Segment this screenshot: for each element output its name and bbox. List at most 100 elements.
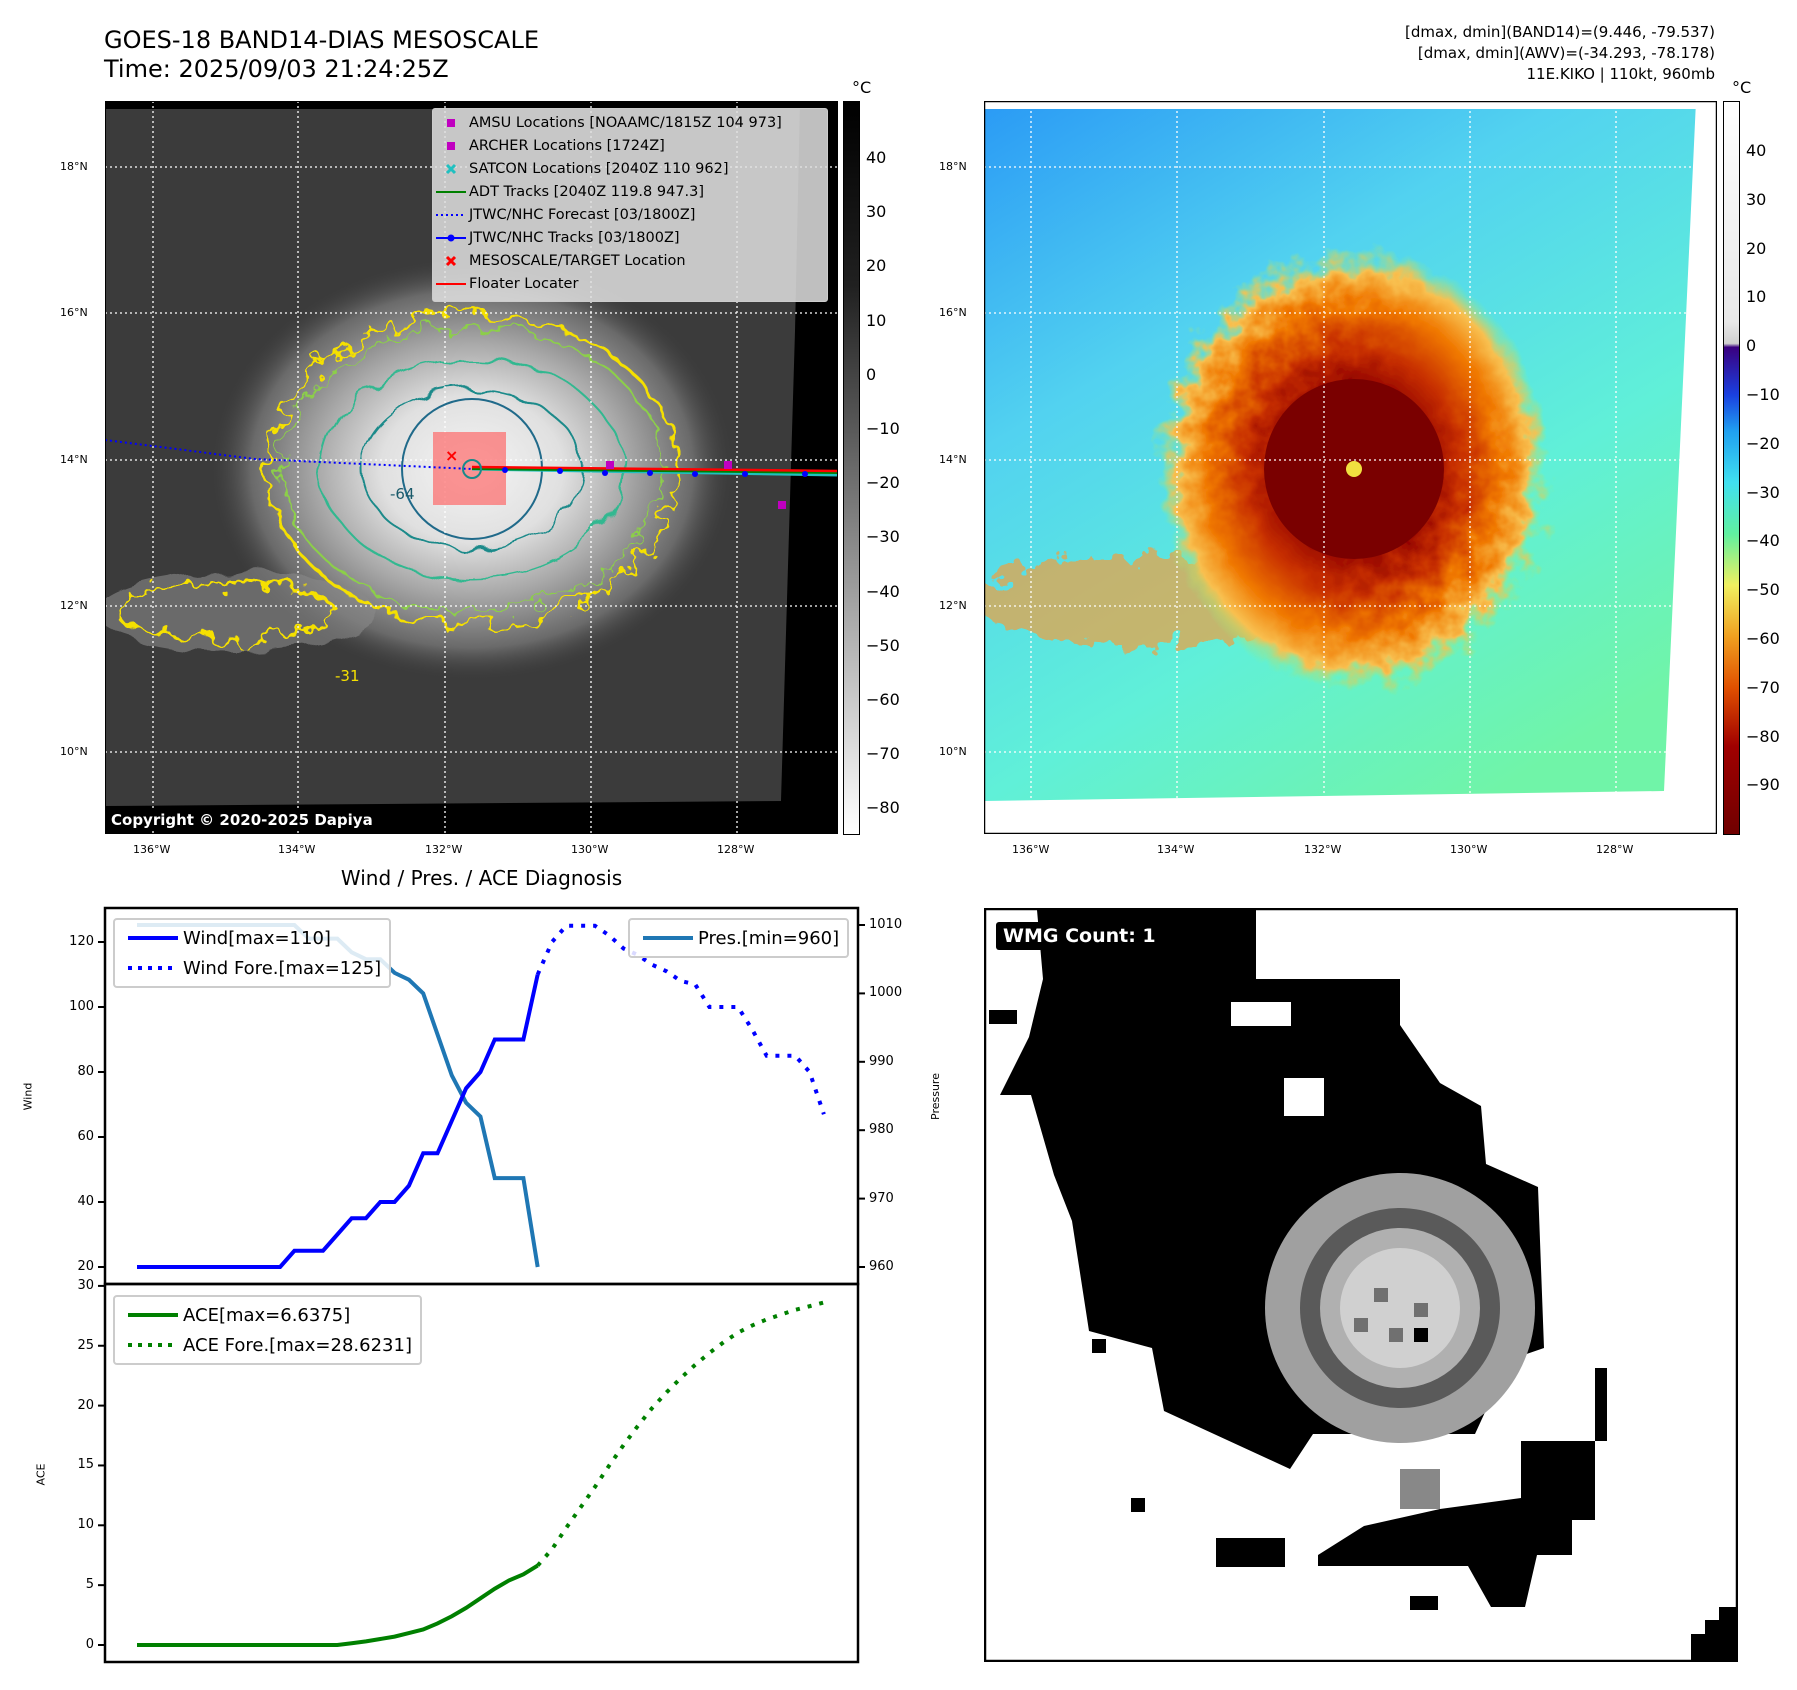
map-legend-item: JTWC/NHC Tracks [03/1800Z] [433,226,827,249]
map-legend-label: JTWC/NHC Tracks [03/1800Z] [469,229,680,246]
map-legend-label: MESOSCALE/TARGET Location [469,252,686,269]
awv-colorbar-tick: −20 [1746,433,1780,453]
wind-legend: Wind[max=110] Wind Fore.[max=125] [113,918,392,988]
map-legend-label: SATCON Locations [2040Z 110 962] [469,160,729,177]
lat-tick-label: 14°N [939,453,967,466]
ace-axes [103,1282,860,1664]
lon-tick-label: 132°W [1304,843,1342,856]
diagnosis-title: Wind / Pres. / ACE Diagnosis [340,866,623,890]
wmg-eye [1340,1248,1460,1368]
ace-line [137,1563,539,1647]
ir-colorbar-tick: 0 [866,364,877,384]
figure-title: GOES-18 BAND14-DIAS MESOSCALE Time: 2025… [104,26,539,84]
lat-tick-label: 12°N [939,599,967,612]
lat-tick-label: 16°N [939,306,967,319]
awv-colorbar-tick: 30 [1746,189,1767,209]
lon-tick-label: 134°W [1157,843,1195,856]
best-track-points [502,467,808,477]
x-symbol-icon [433,255,469,267]
lat-tick-label: 14°N [60,453,88,466]
pressure-axis-label: Pressure [928,1073,942,1120]
ace-tick-label: 30 [77,1277,94,1293]
ir-colorbar-tick: −10 [866,419,900,438]
legend-wind-forecast: Wind Fore.[max=125] [183,957,382,979]
amsu-marker [606,461,614,469]
map-legend-label: JTWC/NHC Forecast [03/1800Z] [469,206,696,223]
ir-colorbar-tick: 10 [866,310,887,330]
map-legend-label: Floater Locater [469,275,579,292]
lat-tick-label: 18°N [60,160,88,173]
ace-legend: ACE[max=6.6375] ACE Fore.[max=28.6231] [113,1295,422,1365]
map-legend-item: ARCHER Locations [1724Z] [433,134,827,157]
ir-colorbar-tick: −40 [866,581,900,601]
lat-tick-label: 18°N [939,160,967,173]
awv-colorbar-tick: −10 [1746,385,1780,404]
forecast-track [105,439,473,470]
ir-colorbar-tick: −20 [866,473,900,493]
pressure-legend: Pres.[min=960] [628,918,850,958]
awv-enhanced-map [984,101,1717,834]
map-legend-item: AMSU Locations [NOAAMC/1815Z 104 973] [433,111,827,134]
wmg-count-label: WMG Count: 1 [996,922,1163,950]
ace-axis-label: ACE [34,1463,48,1486]
pressure-tick-label: 970 [869,1190,894,1206]
wind-tick-label: 60 [77,1129,94,1144]
awv-colorbar [1723,101,1740,835]
archer-marker [778,501,786,509]
ace-tick-label: 10 [77,1517,94,1533]
ir-colorbar-tick: 30 [866,202,887,222]
target-x-marker: × [445,446,458,465]
ace-tick-label: 25 [77,1337,94,1353]
ir-colorbar-tick: −70 [866,744,900,764]
ir-colorbar-tick: −80 [866,798,900,818]
storm-info: [dmax, dmin](BAND14)=(9.446, -79.537) [d… [1405,22,1715,85]
info-band14-range: [dmax, dmin](BAND14)=(9.446, -79.537) [1404,23,1715,41]
wind-axis-label: Wind [21,1082,35,1111]
wind-tick-label: 100 [69,999,94,1014]
line-symbol-icon [433,281,469,287]
wind-forecast-line [535,923,826,1115]
map-legend-item: MESOSCALE/TARGET Location [433,249,827,272]
ir-colorbar-tick: 40 [866,148,887,167]
lon-tick-label: 136°W [1012,843,1050,856]
pressure-tick-label: 980 [869,1122,894,1138]
map-legend-label: ARCHER Locations [1724Z] [469,137,665,154]
map-legend-label: AMSU Locations [NOAAMC/1815Z 104 973] [469,114,782,131]
ir-colorbar-tick: 20 [866,256,887,276]
legend-ace: ACE[max=6.6375] [183,1304,351,1326]
lat-tick-label: 10°N [939,745,967,758]
ir-colorbar-tick: −30 [866,527,900,547]
awv-colorbar-tick: −80 [1746,726,1780,746]
wmg-gray-patch [1400,1469,1440,1509]
lat-tick-label: 10°N [60,745,88,758]
title-product: GOES-18 BAND14-DIAS MESOSCALE [104,26,540,54]
map-legend-item: Floater Locater [433,272,827,295]
legend-wind: Wind[max=110] [183,927,331,949]
awv-colorbar-unit: °C [1732,78,1752,97]
lon-tick-label: 130°W [1450,843,1488,856]
contour-label: -64 [390,485,415,503]
lon-tick-label: 134°W [278,843,316,856]
pressure-tick-label: 990 [869,1053,894,1069]
awv-colorbar-tick: −40 [1746,531,1780,551]
ace-forecast-line [536,1300,825,1567]
square-symbol-icon [433,140,469,152]
lon-tick-label: 130°W [571,843,609,856]
square-symbol-icon [433,117,469,129]
awv-colorbar-tick: −70 [1746,677,1780,697]
legend-pressure: Pres.[min=960] [698,927,840,949]
map-legend: AMSU Locations [NOAAMC/1815Z 104 973] ARC… [432,108,828,302]
info-awv-range: [dmax, dmin](AWV)=(-34.293, -78.178) [1417,44,1715,62]
dotted-symbol-icon [433,212,469,218]
awv-colorbar-tick: −90 [1746,775,1780,795]
wind-tick-label: 80 [77,1064,94,1079]
map-legend-item: JTWC/NHC Forecast [03/1800Z] [433,203,827,226]
awv-colorbar-tick: −30 [1746,482,1780,502]
contour-label: -31 [335,667,360,685]
ir-colorbar-tick: −50 [866,635,900,655]
ir-colorbar-unit: °C [852,78,872,97]
lon-tick-label: 128°W [1596,843,1634,856]
storm-eye [1346,461,1362,477]
map-gridlines [984,101,1717,834]
